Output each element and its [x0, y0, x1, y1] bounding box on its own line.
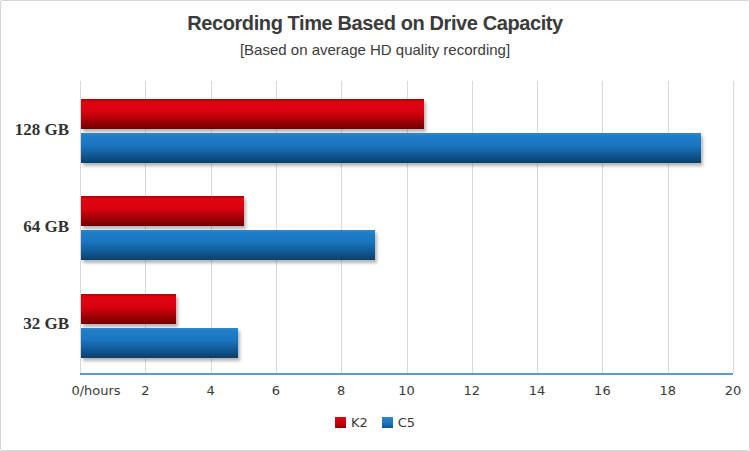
bar-k2-128gb [81, 99, 424, 129]
category-label: 32 GB [1, 314, 69, 334]
bar-c5-32gb [81, 328, 238, 358]
x-tick-label: 8 [337, 383, 345, 398]
k2-swatch-icon [335, 417, 346, 428]
legend-item-k2: K2 [335, 415, 368, 430]
category-label: 128 GB [1, 120, 69, 140]
x-tick-label: 0/hours [71, 383, 120, 398]
legend-label-c5: C5 [398, 415, 415, 430]
x-tick-label: 2 [141, 383, 149, 398]
gridline [733, 81, 734, 373]
x-tick-label: 14 [529, 383, 546, 398]
chart-frame: Recording Time Based on Drive Capacity [… [0, 0, 750, 451]
gridline [537, 81, 538, 373]
legend-label-k2: K2 [351, 415, 368, 430]
gridline [472, 81, 473, 373]
x-tick-label: 20 [725, 383, 742, 398]
legend: K2 C5 [1, 415, 749, 430]
plot-area: 0/hours 2 4 6 8 10 12 14 16 18 20 128 GB 64 GB 32 GB [1, 1, 750, 451]
x-tick-label: 4 [206, 383, 214, 398]
category-label: 64 GB [1, 217, 69, 237]
c5-swatch-icon [382, 417, 393, 428]
x-axis-line [80, 373, 733, 375]
bar-c5-128gb [81, 133, 701, 163]
x-tick-label: 10 [398, 383, 415, 398]
bar-c5-64gb [81, 230, 375, 260]
gridline [668, 81, 669, 373]
x-tick-label: 12 [464, 383, 481, 398]
bar-k2-64gb [81, 196, 244, 226]
x-tick-label: 18 [659, 383, 676, 398]
bar-k2-32gb [81, 294, 176, 324]
x-tick-label: 6 [272, 383, 280, 398]
gridline [602, 81, 603, 373]
legend-item-c5: C5 [382, 415, 415, 430]
x-tick-label: 16 [594, 383, 611, 398]
